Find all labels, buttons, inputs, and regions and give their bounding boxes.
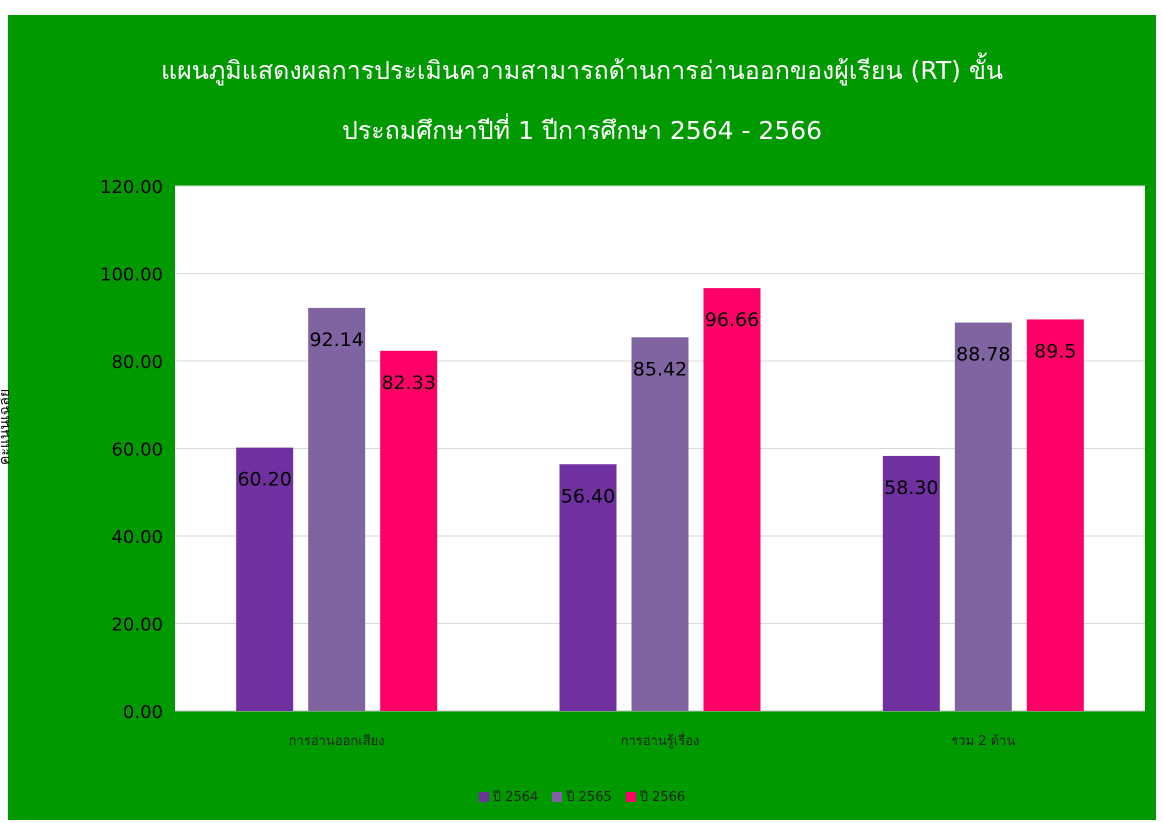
legend-item: ปี 2564 — [478, 786, 539, 807]
legend-swatch — [625, 791, 636, 802]
x-tick-label: รวม 2 ด้าน — [951, 734, 1015, 749]
chart-frame: แผนภูมิแสดงผลการประเมินความสามารถด้านการ… — [0, 15, 1156, 820]
data-label: 60.20 — [237, 469, 291, 491]
data-label: 89.5 — [1034, 340, 1076, 362]
bar — [559, 464, 617, 711]
bar — [308, 307, 366, 711]
y-tick-label: 80.00 — [111, 352, 163, 373]
data-label: 82.33 — [381, 372, 435, 394]
y-tick-label: 100.00 — [100, 265, 163, 286]
legend-swatch — [478, 791, 489, 802]
x-tick-label: การอ่านรู้เรื่อง — [621, 732, 700, 749]
bar — [236, 447, 294, 711]
legend-label: ปี 2565 — [566, 790, 612, 805]
bar — [703, 288, 761, 711]
x-tick-label: การอ่านออกเสียง — [289, 733, 385, 749]
legend-label: ปี 2566 — [639, 790, 686, 805]
data-label: 96.66 — [705, 309, 759, 331]
legend-item: ปี 2566 — [625, 786, 686, 807]
data-label: 92.14 — [309, 329, 363, 351]
y-tick-label: 20.00 — [111, 615, 163, 636]
legend-swatch — [552, 791, 563, 802]
legend-item: ปี 2565 — [552, 786, 612, 807]
legend-label: ปี 2564 — [492, 790, 539, 805]
chart-legend: ปี 2564 ปี 2565 ปี 2566 — [8, 786, 1156, 807]
bar — [631, 337, 689, 711]
chart-title-line-2: ประถมศึกษาปีที่ 1 ปีการศึกษา 2564 - 2566 — [341, 116, 823, 145]
bar — [882, 455, 940, 711]
bar — [380, 350, 438, 711]
chart-title-line-1: แผนภูมิแสดงผลการประเมินความสามารถด้านการ… — [160, 56, 1004, 85]
y-tick-label: 60.00 — [111, 440, 163, 461]
chart-plot: 0.00 20.00 40.00 60.00 80.00 100.00 120.00 60.2… — [100, 177, 1145, 749]
data-label: 56.40 — [561, 485, 615, 507]
data-label: 58.30 — [884, 477, 938, 499]
y-tick-label: 40.00 — [111, 527, 163, 548]
bar — [1026, 319, 1084, 711]
y-tick-label: 0.00 — [123, 702, 163, 723]
bar — [954, 322, 1012, 711]
data-label: 85.42 — [633, 358, 687, 380]
y-tick-label: 120.00 — [100, 177, 163, 198]
data-label: 88.78 — [956, 344, 1010, 366]
